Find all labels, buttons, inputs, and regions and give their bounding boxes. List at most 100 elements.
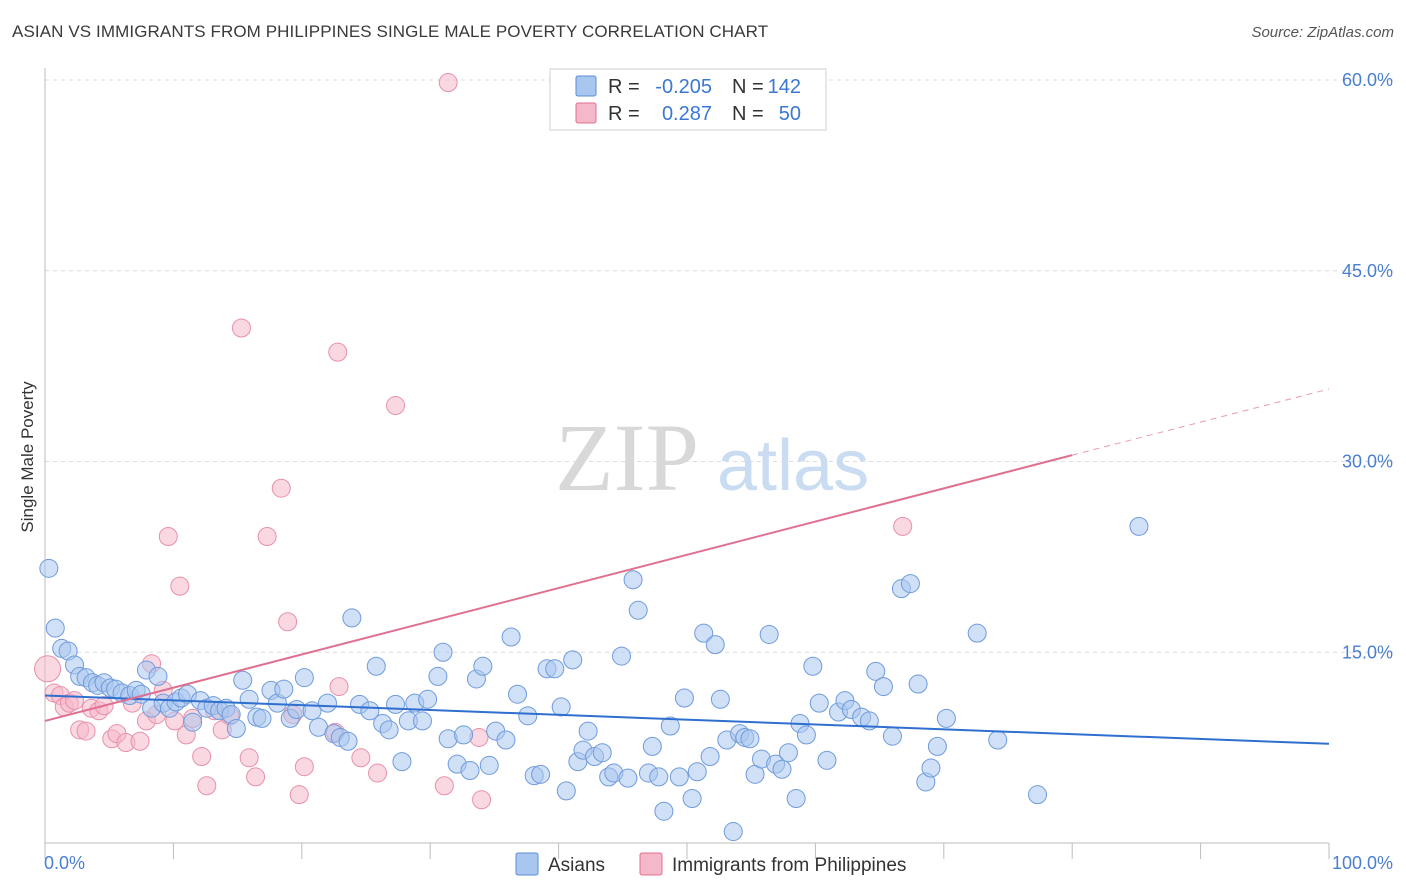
asians-point (694, 623, 714, 643)
asians-point (592, 743, 612, 763)
asians-point (183, 712, 203, 732)
asians-point (294, 668, 314, 688)
asians-point (1129, 516, 1149, 536)
asians-point (274, 679, 294, 699)
asians-point (531, 764, 551, 784)
asians-point (921, 758, 941, 778)
asians-point (473, 656, 493, 676)
philippines-point (239, 748, 259, 768)
asians-point (545, 659, 565, 679)
asians-point (239, 689, 259, 709)
asians-point (866, 661, 886, 681)
asians-point (508, 684, 528, 704)
asians-point (803, 656, 823, 676)
asians-point (682, 788, 702, 808)
asians-point (628, 600, 648, 620)
philippines-point (368, 763, 388, 783)
asians-point (882, 726, 902, 746)
asians-point (618, 768, 638, 788)
watermark-zip: ZIP (555, 404, 699, 511)
asians-point (360, 701, 380, 721)
y-tick-labels: 15.0% 30.0% 45.0% 60.0% (1342, 70, 1393, 662)
y-tick-label: 45.0% (1342, 261, 1393, 281)
asians-point (778, 743, 798, 763)
source-label: Source: ZipAtlas.com (1251, 24, 1394, 41)
legend-n-label: N = (732, 103, 764, 125)
y-axis-label: Single Male Poverty (18, 381, 37, 533)
asians-point (45, 618, 65, 638)
asians-point (908, 674, 928, 694)
legend-r-value: -0.205 (655, 76, 712, 98)
asians-point (454, 725, 474, 745)
asians-point (563, 650, 583, 670)
asians-point (988, 730, 1008, 750)
philippines-point (434, 776, 454, 796)
asians-point (496, 730, 516, 750)
chart-title: ASIAN VS IMMIGRANTS FROM PHILIPPINES SIN… (12, 22, 769, 41)
asians-point (723, 822, 743, 842)
asians-point (687, 762, 707, 782)
asians-point (649, 767, 669, 787)
asians-point (612, 646, 632, 666)
legend-top: R = -0.205 N = 142 R = 0.287 N = 50 (549, 68, 827, 131)
philippines-point (328, 342, 348, 362)
trend-lines (44, 388, 1330, 745)
philippines-point (197, 776, 217, 796)
y-tick-label: 15.0% (1342, 642, 1393, 662)
philippines-point (130, 731, 150, 751)
asians-point (551, 697, 571, 717)
gridlines (45, 79, 1393, 653)
asians-point (366, 656, 386, 676)
series-asians-points (39, 516, 1149, 842)
legend-n-label: N = (732, 76, 764, 98)
asians-point (418, 689, 438, 709)
legend-r-value: 0.287 (662, 103, 712, 125)
asians-point (642, 736, 662, 756)
legend-n-value: 50 (779, 103, 801, 125)
x-tick-max: 100.0% (1332, 853, 1393, 873)
asians-point (379, 720, 399, 740)
asians-point (936, 708, 956, 728)
asians-point (556, 781, 576, 801)
philippines-point (329, 677, 349, 697)
philippines-point (34, 655, 62, 683)
trend-line-asians (44, 694, 1330, 745)
asians-point (233, 670, 253, 690)
asians-point (660, 716, 680, 736)
philippines-point (294, 757, 314, 777)
asians-point (386, 694, 406, 714)
trend-line-philippines-extension (1072, 388, 1330, 456)
philippines-point (289, 785, 309, 805)
legend-bottom-asians: Asians (548, 855, 605, 876)
asians-point (705, 635, 725, 655)
asians-point (654, 801, 674, 821)
asians-point (809, 693, 829, 713)
asians-point (759, 624, 779, 644)
trend-line-philippines (44, 454, 1073, 722)
asians-point (428, 666, 448, 686)
asians-point (967, 623, 987, 643)
philippines-point (246, 767, 266, 787)
philippines-point (158, 527, 178, 547)
legend-bottom-swatch-asians (515, 852, 539, 876)
asians-point (392, 752, 412, 772)
legend-r-label: R = (608, 76, 640, 98)
asians-point (39, 558, 59, 578)
asians-point (710, 689, 730, 709)
asians-point (412, 711, 432, 731)
legend-bottom: Asians Immigrants from Philippines (515, 852, 906, 876)
asians-point (623, 570, 643, 590)
legend-bottom-swatch-philippines (639, 852, 663, 876)
asians-point (1028, 785, 1048, 805)
philippines-point (192, 747, 212, 767)
philippines-point (271, 478, 291, 498)
asians-point (252, 708, 272, 728)
legend-n-value: 142 (768, 76, 801, 98)
philippines-point (170, 576, 190, 596)
philippines-point (351, 748, 371, 768)
philippines-point (231, 318, 251, 338)
y-tick-label: 30.0% (1342, 452, 1393, 472)
asians-point (772, 759, 792, 779)
legend-swatch-philippines (575, 102, 597, 124)
